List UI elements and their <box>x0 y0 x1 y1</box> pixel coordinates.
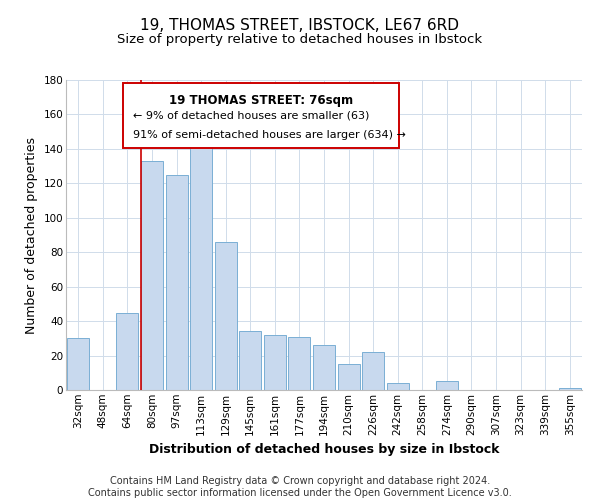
Bar <box>436 382 458 390</box>
Y-axis label: Number of detached properties: Number of detached properties <box>25 136 38 334</box>
Bar <box>215 242 237 390</box>
Bar <box>362 352 384 390</box>
Bar <box>190 135 212 390</box>
FancyBboxPatch shape <box>123 83 399 148</box>
Text: Contains HM Land Registry data © Crown copyright and database right 2024.: Contains HM Land Registry data © Crown c… <box>110 476 490 486</box>
Bar <box>313 345 335 390</box>
Text: Size of property relative to detached houses in Ibstock: Size of property relative to detached ho… <box>118 32 482 46</box>
X-axis label: Distribution of detached houses by size in Ibstock: Distribution of detached houses by size … <box>149 443 499 456</box>
Bar <box>67 338 89 390</box>
Bar <box>559 388 581 390</box>
Text: ← 9% of detached houses are smaller (63): ← 9% of detached houses are smaller (63) <box>133 111 370 121</box>
Bar <box>116 312 139 390</box>
Bar <box>338 364 359 390</box>
Text: 19, THOMAS STREET, IBSTOCK, LE67 6RD: 19, THOMAS STREET, IBSTOCK, LE67 6RD <box>140 18 460 32</box>
Bar <box>386 383 409 390</box>
Bar <box>166 174 188 390</box>
Text: 19 THOMAS STREET: 76sqm: 19 THOMAS STREET: 76sqm <box>169 94 353 107</box>
Bar <box>141 161 163 390</box>
Text: 91% of semi-detached houses are larger (634) →: 91% of semi-detached houses are larger (… <box>133 130 406 140</box>
Bar <box>289 336 310 390</box>
Bar <box>264 335 286 390</box>
Bar <box>239 332 262 390</box>
Text: Contains public sector information licensed under the Open Government Licence v3: Contains public sector information licen… <box>88 488 512 498</box>
